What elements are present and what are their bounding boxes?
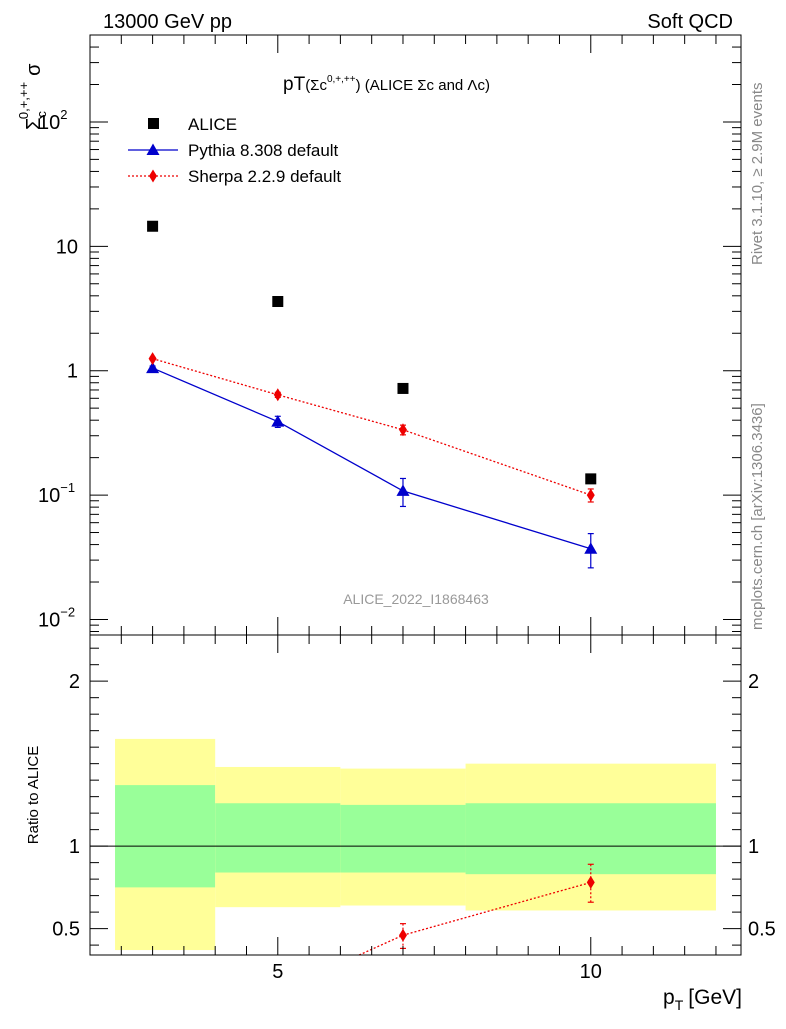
main-y-tick-label: 10−2 [38, 604, 75, 631]
mcplots-reference-label: mcplots.cern.ch [arXiv:1306.3436] [749, 403, 766, 630]
legend-entry-alice: ALICE [148, 115, 237, 134]
title-paren-close: ) (ALICE Σc and Λc) [356, 77, 490, 94]
x-tick-label: 5 [272, 961, 283, 983]
data-point-diamond [398, 423, 407, 437]
ratio-y-tick-label: 2 [69, 671, 80, 693]
series-triangle [146, 361, 598, 569]
data-point-diamond [148, 352, 157, 366]
ratio-y-tick-label: 0.5 [52, 919, 80, 941]
data-point-square [147, 220, 159, 232]
header-energy-label: 13000 GeV pp [103, 11, 232, 33]
legend-label-pythia: Pythia 8.308 default [188, 141, 339, 160]
data-point-square [585, 473, 597, 485]
main-series-layer [146, 220, 598, 569]
ratio-data-point-diamond [398, 928, 407, 942]
main-y-tick-label: 102 [38, 107, 67, 134]
data-point-square [272, 296, 284, 308]
ratio-band-inner [340, 804, 466, 873]
data-point-square [397, 382, 409, 394]
legend: ALICE Pythia 8.308 default Sherpa 2.2.9 … [128, 115, 341, 186]
ratio-bands-layer [115, 738, 716, 951]
ratio-y-tick-label-right: 1 [748, 836, 759, 858]
analysis-tag: ALICE_2022_I1868463 [343, 591, 489, 607]
main-y-tick-label: 10−1 [38, 480, 75, 507]
title-main: pT [283, 74, 306, 95]
series-square [147, 220, 597, 485]
ratio-y-tick-label: 1 [69, 836, 80, 858]
series-diamond [148, 352, 595, 503]
data-point-triangle [271, 415, 285, 427]
rivet-version-label: Rivet 3.1.10, ≥ 2.9M events [749, 83, 766, 266]
ratio-band-inner [115, 785, 216, 888]
legend-label-alice: ALICE [188, 115, 237, 134]
legend-marker-triangle [146, 143, 160, 155]
ratio-series-diamond [358, 863, 595, 956]
ratio-panel: 0.5 0.5 1 1 2 2 5 10 Ratio to ALICE pT [GeV] [25, 634, 776, 1013]
x-tick-label: 10 [580, 961, 602, 983]
title-paren-open: (Σc [305, 77, 327, 94]
data-point-diamond [273, 388, 282, 402]
data-point-triangle [396, 484, 410, 496]
legend-marker-diamond [149, 169, 157, 183]
data-point-diamond [586, 488, 595, 502]
legend-entry-pythia: Pythia 8.308 default [128, 141, 339, 160]
main-panel: pT(Σc0,+,++) (ALICE Σc and Λc) Σc0,+,++σ… [16, 34, 742, 636]
ratio-band-inner [215, 803, 341, 873]
legend-label-sherpa: Sherpa 2.2.9 default [188, 167, 341, 186]
main-y-tick-label: 10 [56, 236, 78, 258]
data-point-triangle [146, 361, 160, 374]
series-line [152, 358, 591, 496]
main-title: pT(Σc0,+,++) (ALICE Σc and Λc) [283, 74, 490, 95]
legend-marker-square [148, 118, 159, 129]
ratio-y-tick-label-right: 2 [748, 671, 759, 693]
title-sup: 0,+,++ [327, 74, 356, 85]
ratio-series-layer [358, 863, 595, 956]
ratio-y-tick-label-right: 0.5 [748, 919, 776, 941]
data-point-triangle [584, 542, 598, 554]
ratio-y-axis-label: Ratio to ALICE [25, 746, 42, 844]
main-y-axis-label: Σc0,+,++σ [16, 63, 49, 130]
header-category-label: Soft QCD [647, 11, 733, 33]
ratio-data-point-diamond [586, 875, 595, 889]
main-y-tick-label: 1 [67, 361, 78, 383]
ratio-frame [89, 634, 742, 956]
x-axis-label: pT [GeV] [663, 986, 742, 1013]
legend-entry-sherpa: Sherpa 2.2.9 default [128, 167, 341, 186]
series-line [152, 367, 591, 550]
ratio-band-inner [465, 803, 716, 875]
